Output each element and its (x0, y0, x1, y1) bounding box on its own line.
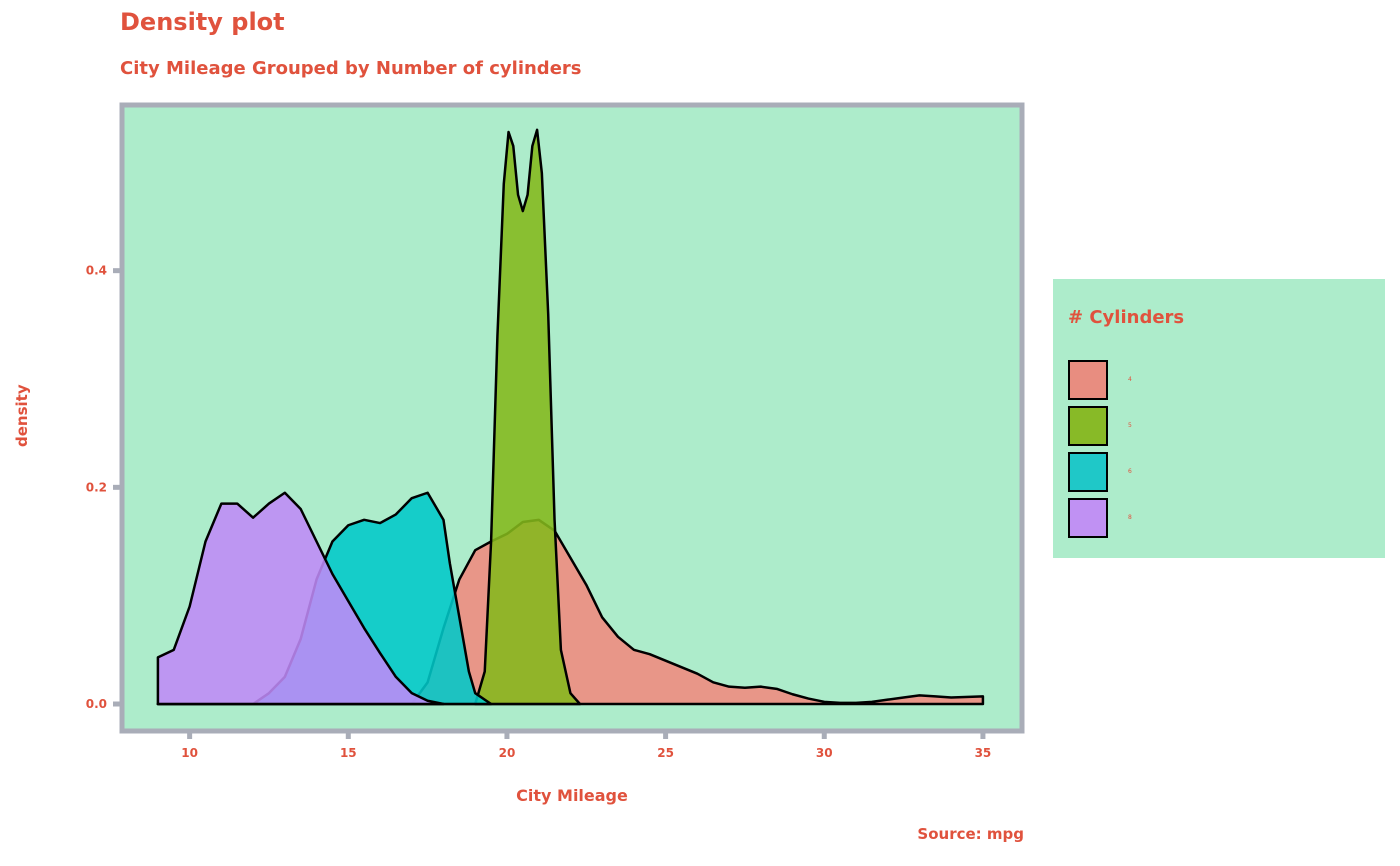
chart-title: Density plot (120, 8, 285, 36)
x-tick-label-10: 10 (181, 746, 198, 760)
legend-label-6: 6 (1128, 468, 1132, 475)
chart-subtitle: City Mileage Grouped by Number of cylind… (120, 58, 582, 79)
legend-item-5: 5 (1068, 406, 1368, 452)
y-tick-label-0: 0.0 (86, 697, 107, 711)
x-tick-label-35: 35 (975, 746, 992, 760)
legend-item-4: 4 (1068, 360, 1368, 406)
x-tick-label-15: 15 (340, 746, 357, 760)
y-tick-label-0.4: 0.4 (86, 264, 107, 278)
x-tick-label-30: 30 (816, 746, 833, 760)
legend-key-8 (1068, 498, 1108, 538)
chart-caption: Source: mpg (917, 825, 1024, 843)
y-tick-label-0.2: 0.2 (86, 480, 107, 494)
legend-key-5 (1068, 406, 1108, 446)
legend-label-5: 5 (1128, 422, 1132, 429)
legend-label-8: 8 (1128, 514, 1132, 521)
legend-key-4 (1068, 360, 1108, 400)
x-axis-label: City Mileage (516, 786, 628, 805)
plot-border (119, 102, 1025, 734)
density-series-5 (473, 128, 582, 706)
legend-item-6: 6 (1068, 452, 1368, 498)
density-series-8 (156, 491, 445, 706)
legend-item-8: 8 (1068, 498, 1368, 544)
legend-title: # Cylinders (1068, 307, 1185, 328)
x-tick-label-25: 25 (657, 746, 674, 760)
legend: # Cylinders 4 5 6 8 (1053, 279, 1385, 558)
x-tick-label-20: 20 (499, 746, 516, 760)
legend-key-6 (1068, 452, 1108, 492)
y-axis-label: density (13, 384, 31, 447)
legend-label-4: 4 (1128, 376, 1132, 383)
